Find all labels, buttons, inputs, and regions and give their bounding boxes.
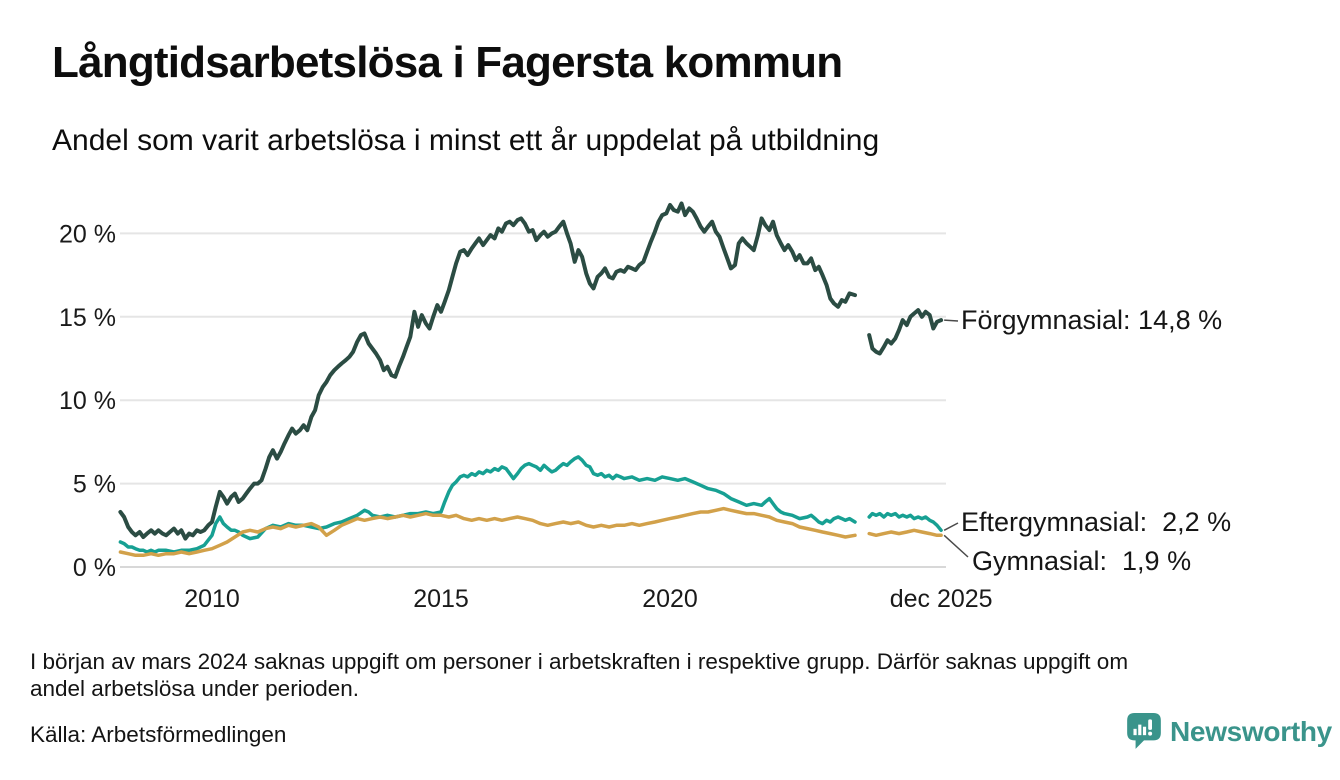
series-end-label-eftergymnasial: Eftergymnasial: 2,2 % — [961, 507, 1232, 537]
x-tick-label: 2010 — [184, 585, 240, 613]
bar-3 — [1142, 726, 1147, 736]
y-tick-label: 15 % — [59, 304, 116, 332]
x-tick-label: dec 2025 — [890, 585, 993, 613]
annotation-connector — [944, 319, 959, 322]
bar-2 — [1138, 724, 1142, 736]
page-title: Långtidsarbetslösa i Fagersta kommun — [52, 38, 843, 87]
newsworthy-logo: Newsworthy — [1126, 712, 1332, 752]
series-line-förgymnasial — [118, 201, 944, 541]
exclamation-dot — [1148, 731, 1153, 736]
source-label: Källa: Arbetsförmedlingen — [30, 722, 287, 747]
series-end-label-forgymnasial: Förgymnasial: 14,8 % — [961, 305, 1223, 335]
y-tick-label: 10 % — [59, 387, 116, 415]
x-tick-label: 2020 — [642, 585, 698, 613]
newsworthy-wordmark: Newsworthy — [1170, 716, 1332, 747]
newsworthy-bubble-chart-icon — [1127, 713, 1161, 749]
series-end-label-gymnasial: Gymnasial: 1,9 % — [972, 546, 1192, 576]
series-line-gymnasial — [118, 506, 943, 558]
series-line-eftergymnasial — [118, 455, 943, 554]
x-tick-label: 2015 — [413, 585, 469, 613]
y-tick-label: 20 % — [59, 220, 116, 248]
chart-subtitle: Andel som varit arbetslösa i minst ett å… — [52, 124, 880, 157]
annotation-connector — [943, 534, 969, 558]
y-tick-label: 5 % — [73, 471, 116, 499]
footnote-line-1: I början av mars 2024 saknas uppgift om … — [30, 649, 1129, 674]
y-tick-label: 0 % — [73, 554, 116, 582]
bar-1 — [1133, 728, 1137, 736]
footnote: I början av mars 2024 saknas uppgift om … — [30, 648, 1128, 702]
footnote-line-2: andel arbetslösa under perioden. — [30, 676, 359, 701]
annotation-connector — [943, 522, 959, 531]
exclamation-bar — [1148, 719, 1152, 730]
